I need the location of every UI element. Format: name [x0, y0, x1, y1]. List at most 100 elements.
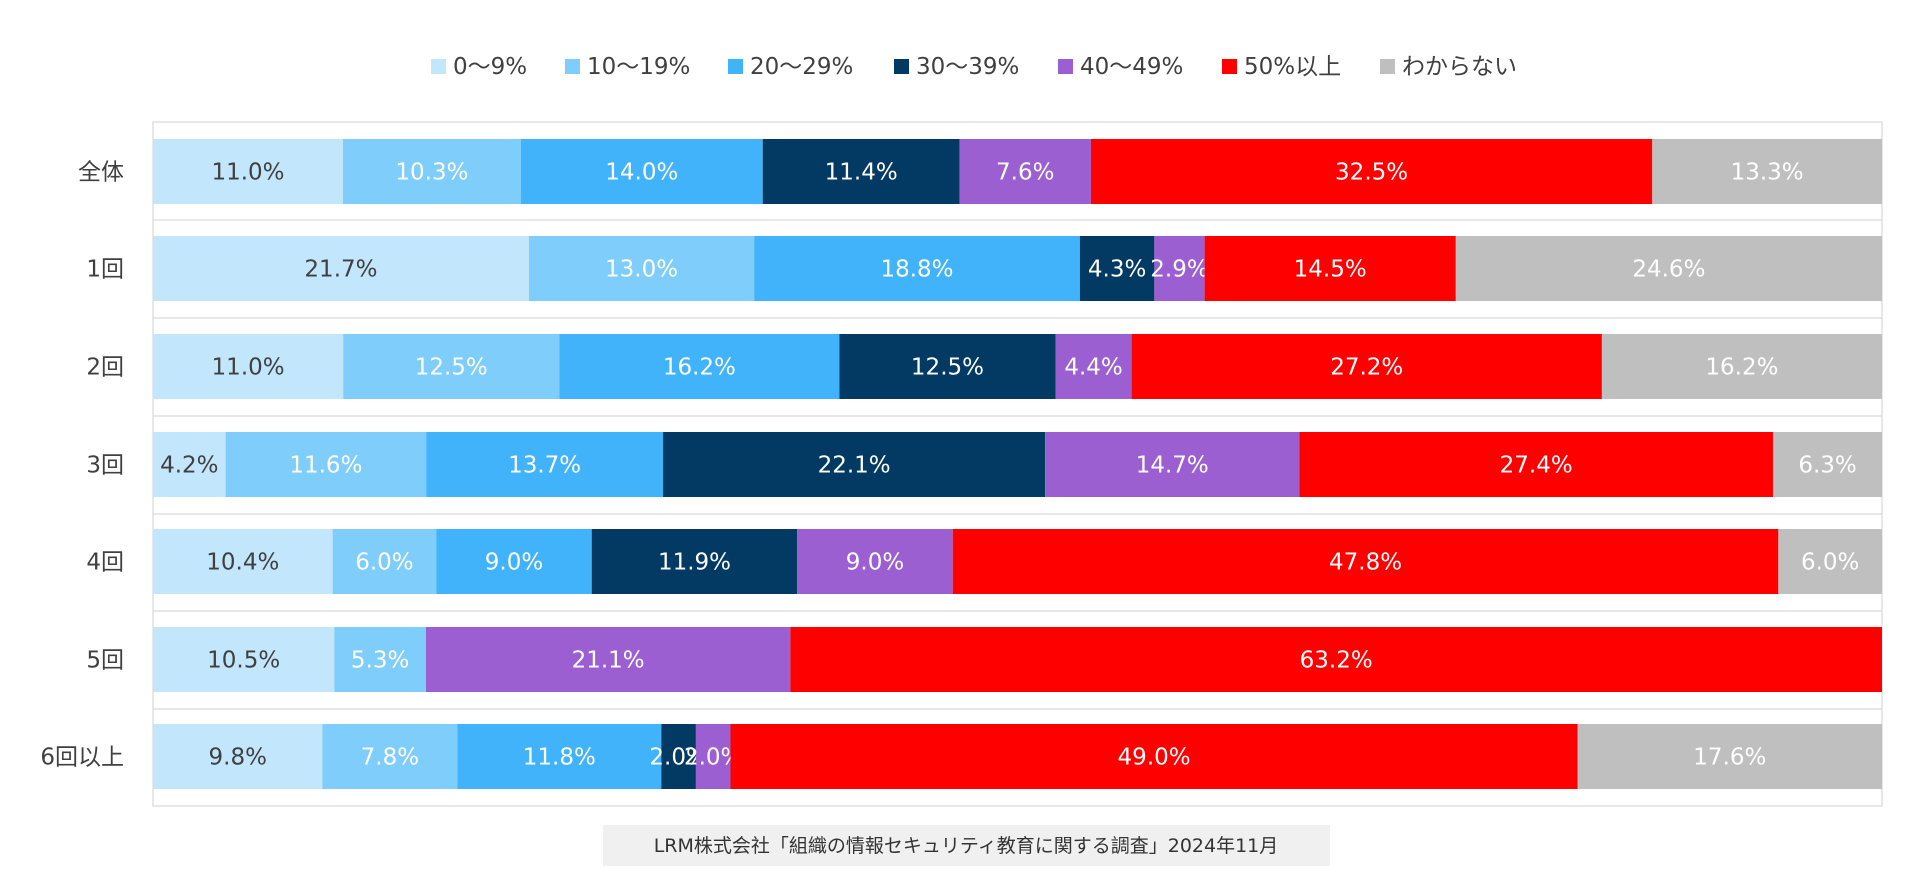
bar-segment: [153, 139, 343, 204]
legend-swatch: [431, 59, 446, 74]
legend-swatch: [1058, 59, 1073, 74]
data-label: 11.6%: [289, 453, 362, 479]
bar-segment: [1601, 334, 1882, 399]
row-label: 5回: [86, 648, 124, 674]
legend-swatch: [565, 59, 580, 74]
bar-row: 9.8% 7.8% 11.8% 2.0%2.0% 49.0% 17.6%: [153, 724, 1882, 789]
bar-segment: [754, 236, 1080, 301]
row-label: 3回: [86, 453, 124, 479]
legend-item: 50%以上: [1222, 54, 1341, 80]
data-label: 13.3%: [1731, 160, 1804, 186]
legend-label: 40〜49%: [1080, 54, 1183, 80]
data-label: 2.9%: [1150, 257, 1208, 283]
data-label: 27.2%: [1330, 355, 1403, 381]
data-label: 6.0%: [1801, 550, 1859, 576]
caption-box: [603, 825, 1330, 866]
plot-frame: [152, 121, 1883, 807]
legend-item: 40〜49%: [1058, 54, 1183, 80]
bar-segment: [153, 724, 323, 789]
bar-segment: [661, 724, 696, 789]
bar-segment: [1299, 432, 1774, 497]
data-label: 4.3%: [1088, 257, 1146, 283]
row-label: 6回以上: [40, 745, 124, 771]
data-label: 24.6%: [1632, 257, 1705, 283]
data-label: 11.9%: [658, 550, 731, 576]
data-label: 11.4%: [825, 160, 898, 186]
data-label: 11.0%: [212, 355, 285, 381]
data-label: 13.7%: [508, 453, 581, 479]
bar-segment: [153, 529, 333, 594]
bar-segment: [559, 334, 840, 399]
data-label: 10.4%: [206, 550, 279, 576]
bar-row: 11.0% 12.5% 16.2% 12.5% 4.4% 27.2% 16.2%: [153, 334, 1882, 399]
legend-swatch: [728, 59, 743, 74]
bar-segment: [1131, 334, 1602, 399]
data-label: 9.8%: [209, 745, 267, 771]
bar-row: 4.2% 11.6% 13.7% 22.1% 14.7% 27.4% 6.3%: [153, 432, 1882, 497]
data-label: 9.0%: [485, 550, 543, 576]
legend-item: わからない: [1380, 54, 1517, 80]
data-label: 12.5%: [415, 355, 488, 381]
legend-label: 20〜29%: [750, 54, 853, 80]
legend-label: 0〜9%: [453, 54, 527, 80]
bar-row: 10.5% 5.3% 21.1% 63.2%: [153, 627, 1882, 692]
bar-segment: [153, 236, 529, 301]
legend-swatch: [894, 59, 909, 74]
row-label: 4回: [86, 550, 124, 576]
data-label: 6.3%: [1798, 453, 1856, 479]
data-label: 7.8%: [361, 745, 419, 771]
bar-segment: [1773, 432, 1882, 497]
data-label: 16.2%: [663, 355, 736, 381]
row-labels: 全体 1回 2回 3回 4回 5回 6回以上: [40, 160, 124, 771]
bar-segment: [1204, 236, 1456, 301]
bar-segment: [663, 432, 1046, 497]
bar-segment: [1055, 334, 1132, 399]
bar-segment: [520, 139, 763, 204]
bar-segment: [959, 139, 1091, 204]
legend-label: 50%以上: [1244, 54, 1341, 80]
bar-segment: [343, 334, 560, 399]
legend-item: 20〜29%: [728, 54, 853, 80]
data-label: 49.0%: [1118, 745, 1191, 771]
data-label: 22.1%: [818, 453, 891, 479]
data-label: 4.4%: [1064, 355, 1122, 381]
bar-row: 11.0% 10.3% 14.0% 11.4% 7.6% 32.5% 13.3%: [153, 139, 1882, 204]
data-label: 17.6%: [1693, 745, 1766, 771]
data-label: 14.7%: [1136, 453, 1209, 479]
bar-segment: [952, 529, 1779, 594]
bar-segment: [762, 139, 960, 204]
data-label: 18.8%: [880, 257, 953, 283]
bar-segment: [334, 627, 426, 692]
bar-segment: [225, 432, 427, 497]
data-label: 11.8%: [523, 745, 596, 771]
data-label: 6.0%: [355, 550, 413, 576]
bar-segment: [436, 529, 592, 594]
bar-segment: [153, 627, 335, 692]
bar-segment: [457, 724, 662, 789]
bar-segment: [1778, 529, 1882, 594]
row-label: 1回: [86, 257, 124, 283]
bar-segment: [153, 334, 344, 399]
bar-segment: [528, 236, 755, 301]
legend: 0〜9% 10〜19% 20〜29% 30〜39% 40〜49% 50%以上 わからない: [431, 54, 1517, 80]
data-label: 21.1%: [572, 648, 645, 674]
data-label: 9.0%: [846, 550, 904, 576]
legend-label: わからない: [1402, 54, 1517, 80]
legend-label: 10〜19%: [587, 54, 690, 80]
data-label: 16.2%: [1705, 355, 1778, 381]
bar-segment: [322, 724, 458, 789]
bar-segment: [1455, 236, 1882, 301]
data-label: 27.4%: [1500, 453, 1573, 479]
bar-segment: [790, 627, 1882, 692]
bar-segment: [1652, 139, 1882, 204]
row-label: 2回: [86, 355, 124, 381]
bar-row: 21.7% 13.0% 18.8% 4.3% 2.9% 14.5% 24.6%: [153, 236, 1882, 301]
bar-segment: [1090, 139, 1653, 204]
bar-segment: [153, 432, 226, 497]
bar-segment: [343, 139, 521, 204]
legend-item: 0〜9%: [431, 54, 527, 80]
bar-segment: [332, 529, 437, 594]
bar-segment: [1154, 236, 1205, 301]
